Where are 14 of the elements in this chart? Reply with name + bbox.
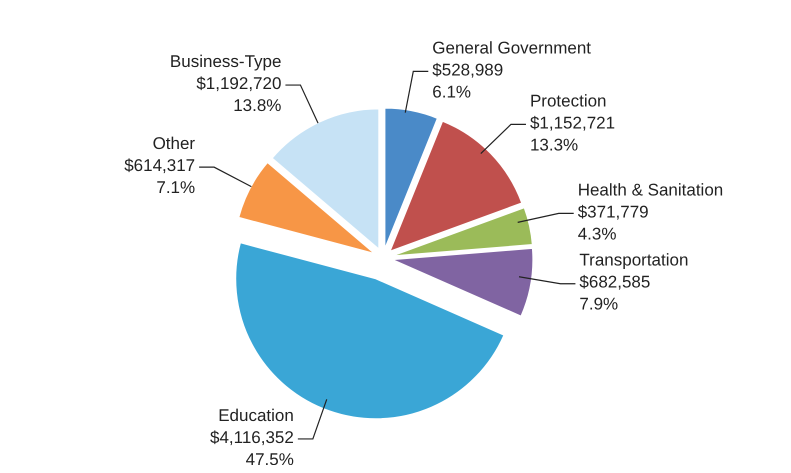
data-label: $1,192,720 13.8% bbox=[196, 74, 282, 116]
slice-label: Transportation bbox=[579, 250, 688, 270]
slice-label: Other bbox=[152, 134, 196, 154]
slice-label: Health & Sanitation bbox=[578, 180, 724, 200]
slice-label: Business-Type bbox=[170, 52, 282, 72]
data-label: $528,989 6.1% bbox=[432, 60, 504, 102]
data-label: $4,116,352 47.5% bbox=[210, 428, 294, 469]
slice-label: Education bbox=[218, 406, 294, 425]
slice-label: General Government bbox=[432, 38, 592, 58]
data-label: $371,779 4.3% bbox=[578, 202, 649, 244]
data-label: $1,152,721 13.3% bbox=[530, 113, 616, 154]
slice-label: Protection bbox=[530, 91, 607, 110]
data-label: $614,317 7.1% bbox=[124, 156, 196, 198]
data-label: $682,585 7.9% bbox=[579, 272, 650, 314]
